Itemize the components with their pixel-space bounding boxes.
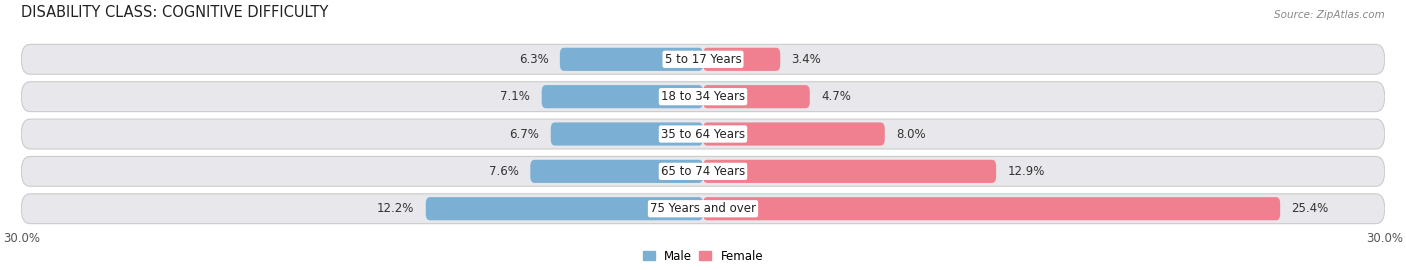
Text: 35 to 64 Years: 35 to 64 Years — [661, 127, 745, 140]
FancyBboxPatch shape — [703, 160, 995, 183]
FancyBboxPatch shape — [703, 122, 884, 146]
Text: 6.3%: 6.3% — [519, 53, 548, 66]
Text: 5 to 17 Years: 5 to 17 Years — [665, 53, 741, 66]
FancyBboxPatch shape — [703, 197, 1281, 220]
Text: 75 Years and over: 75 Years and over — [650, 202, 756, 215]
Text: DISABILITY CLASS: COGNITIVE DIFFICULTY: DISABILITY CLASS: COGNITIVE DIFFICULTY — [21, 5, 329, 20]
FancyBboxPatch shape — [530, 160, 703, 183]
FancyBboxPatch shape — [21, 82, 1385, 112]
Text: 12.9%: 12.9% — [1008, 165, 1045, 178]
Text: 18 to 34 Years: 18 to 34 Years — [661, 90, 745, 103]
Text: 8.0%: 8.0% — [896, 127, 925, 140]
Text: 25.4%: 25.4% — [1292, 202, 1329, 215]
Text: 7.1%: 7.1% — [501, 90, 530, 103]
FancyBboxPatch shape — [703, 85, 810, 108]
Text: Source: ZipAtlas.com: Source: ZipAtlas.com — [1274, 10, 1385, 20]
FancyBboxPatch shape — [541, 85, 703, 108]
Text: 4.7%: 4.7% — [821, 90, 851, 103]
FancyBboxPatch shape — [21, 194, 1385, 224]
FancyBboxPatch shape — [560, 48, 703, 71]
Text: 7.6%: 7.6% — [489, 165, 519, 178]
FancyBboxPatch shape — [21, 156, 1385, 186]
Text: 6.7%: 6.7% — [509, 127, 540, 140]
Legend: Male, Female: Male, Female — [643, 249, 763, 262]
Text: 65 to 74 Years: 65 to 74 Years — [661, 165, 745, 178]
FancyBboxPatch shape — [551, 122, 703, 146]
FancyBboxPatch shape — [703, 48, 780, 71]
Text: 3.4%: 3.4% — [792, 53, 821, 66]
FancyBboxPatch shape — [426, 197, 703, 220]
FancyBboxPatch shape — [21, 44, 1385, 74]
Text: 12.2%: 12.2% — [377, 202, 415, 215]
FancyBboxPatch shape — [21, 119, 1385, 149]
